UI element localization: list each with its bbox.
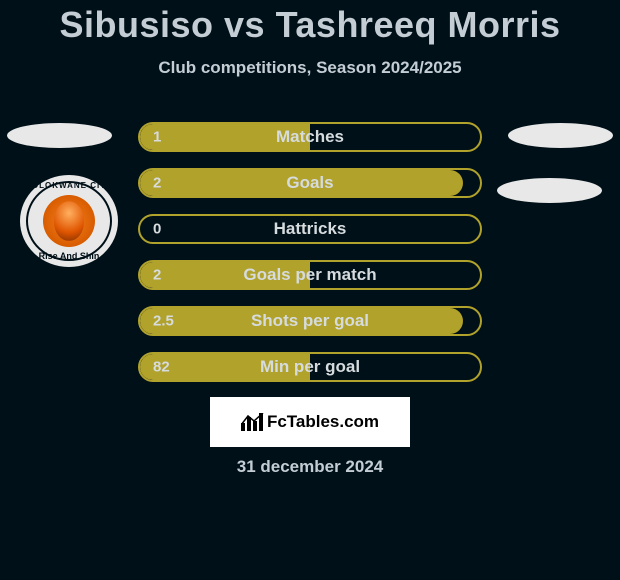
stat-label: Shots per goal [251,311,369,331]
player-left-avatar-placeholder [7,123,112,148]
stat-row: 1 Matches [138,122,482,152]
team-badge-top-text: POLOKWANE CITY [26,181,113,190]
team-badge-bottom-text: Rise And Shin [39,251,100,261]
team-badge-left: POLOKWANE CITY Rise And Shin [20,175,118,267]
brand-text: FcTables.com [267,412,379,432]
brand-chart-icon [241,413,265,431]
stat-value-left: 1 [153,129,161,146]
stat-value-left: 0 [153,221,161,238]
stat-label: Goals per match [243,265,376,285]
stat-value-left: 2 [153,267,161,284]
stat-label: Min per goal [260,357,360,377]
stat-label: Hattricks [274,219,347,239]
stats-block: 1 Matches 2 Goals 0 Hattricks 2 Goals per match… [138,122,482,398]
stat-value-left: 82 [153,359,170,376]
brand-box: FcTables.com [210,397,410,447]
player-right-avatar-placeholder [508,123,613,148]
subtitle: Club competitions, Season 2024/2025 [0,58,620,78]
comparison-card: Sibusiso vs Tashreeq Morris Club competi… [0,0,620,580]
stat-value-left: 2 [153,175,161,192]
page-title: Sibusiso vs Tashreeq Morris [0,0,620,46]
stat-row: 82 Min per goal [138,352,482,382]
stat-row: 2.5 Shots per goal [138,306,482,336]
stat-row: 0 Hattricks [138,214,482,244]
stat-label: Matches [276,127,344,147]
stat-label: Goals [286,173,333,193]
stat-value-left: 2.5 [153,313,174,330]
stat-row: 2 Goals [138,168,482,198]
team-badge-right-placeholder [497,178,602,203]
date-label: 31 december 2024 [0,457,620,477]
stat-row: 2 Goals per match [138,260,482,290]
